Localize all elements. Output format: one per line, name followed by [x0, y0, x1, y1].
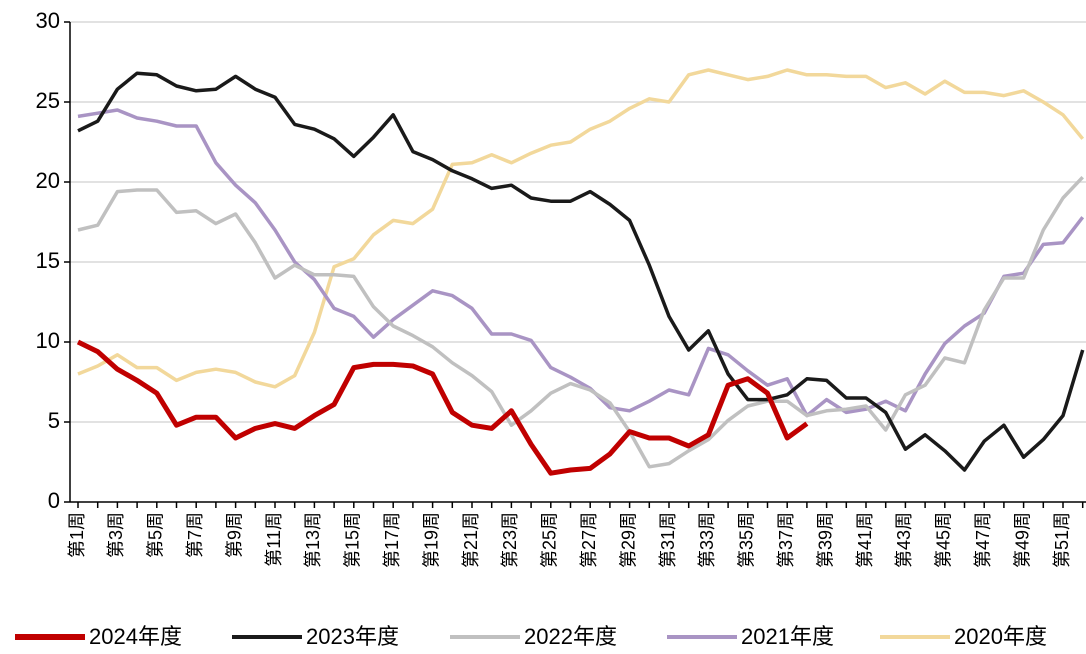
x-tick-label: 第17周	[382, 512, 402, 568]
x-tick-label: 第49周	[1012, 512, 1032, 568]
x-tick-label: 第31周	[658, 512, 678, 568]
x-tick-label: 第3周	[106, 512, 126, 558]
x-tick-label: 第21周	[461, 512, 481, 568]
x-tick-label: 第5周	[146, 512, 166, 558]
legend-label: 2024年度	[89, 624, 182, 649]
x-tick-label: 第23周	[500, 512, 520, 568]
x-tick-label: 第51周	[1052, 512, 1072, 568]
x-tick-label: 第43周	[894, 512, 914, 568]
x-tick-label: 第1周	[67, 512, 87, 558]
legend-label: 2022年度	[524, 624, 617, 649]
series-line	[77, 71, 1085, 472]
x-tick-label: 第13周	[303, 512, 323, 568]
plot-lines	[76, 68, 1085, 476]
x-tick-label: 第41周	[855, 512, 875, 568]
series-line	[76, 339, 809, 476]
y-tick-label: 20	[36, 168, 60, 193]
x-tick-label: 第33周	[697, 512, 717, 568]
x-tick-label: 第39周	[815, 512, 835, 568]
x-tick-label: 第19周	[421, 512, 441, 568]
x-tick-label: 第9周	[224, 512, 244, 558]
y-tick-label: 30	[36, 8, 60, 33]
legend-label: 2023年度	[306, 624, 399, 649]
y-tick-label: 25	[36, 88, 60, 113]
legend-label: 2020年度	[954, 624, 1047, 649]
x-tick-label: 第27周	[579, 512, 599, 568]
y-tick-label: 0	[48, 488, 60, 513]
x-tick-label: 第25周	[540, 512, 560, 568]
series-line	[77, 175, 1084, 469]
y-tick-label: 10	[36, 328, 60, 353]
y-tick-label: 5	[48, 408, 60, 433]
x-tick-label: 第45周	[934, 512, 954, 568]
x-tick-label: 第29周	[618, 512, 638, 568]
x-tick-label: 第47周	[973, 512, 993, 568]
legend-label: 2021年度	[741, 624, 834, 649]
x-tick-label: 第15周	[343, 512, 363, 568]
x-tick-label: 第11周	[264, 512, 284, 567]
x-tick-label: 第37周	[776, 512, 796, 568]
x-tick-label: 第35周	[737, 512, 757, 568]
x-tick-label: 第7周	[185, 512, 205, 558]
series-line	[77, 108, 1085, 418]
series-line	[77, 68, 1085, 389]
y-tick-label: 15	[36, 248, 60, 273]
